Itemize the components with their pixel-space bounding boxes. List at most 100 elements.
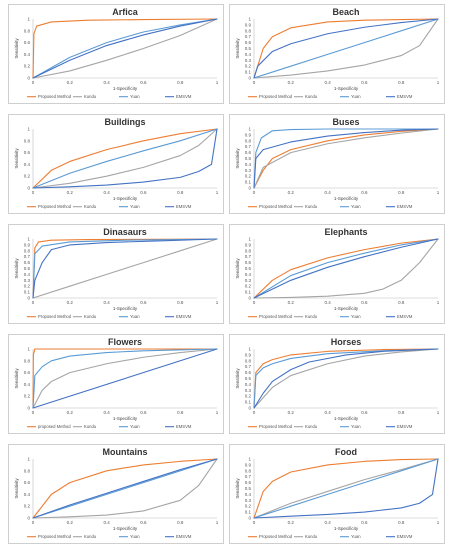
x-tick-label: 0.2 [288, 300, 295, 305]
y-tick-label: 0.4 [245, 272, 252, 277]
x-tick-label: 0.2 [67, 300, 74, 305]
x-tick-label: 1 [437, 300, 440, 305]
y-tick-label: 0 [27, 76, 30, 81]
series-line-kundu [32, 238, 218, 299]
y-tick-label: 0.7 [245, 34, 252, 39]
x-tick-label: 0.6 [361, 520, 368, 525]
y-tick-label: 0.8 [245, 248, 252, 253]
y-tick-label: 0.1 [245, 70, 252, 75]
y-tick-label: 0.9 [24, 242, 31, 247]
legend-label-yuan: Yuan [351, 314, 361, 319]
x-tick-label: 0.6 [140, 300, 147, 305]
y-tick-label: 0.9 [245, 132, 252, 137]
y-tick-label: 0.8 [245, 358, 252, 363]
series-line-emsvm [253, 458, 439, 519]
y-tick-label: 0.4 [24, 162, 31, 167]
legend-label-yuan: Yuan [351, 534, 361, 539]
y-tick-label: 0.7 [245, 144, 252, 149]
y-tick-label: 0.3 [245, 168, 252, 173]
x-tick-label: 0 [32, 190, 35, 195]
x-axis-label: 1-Specificity [113, 416, 138, 421]
y-tick-label: 0 [248, 296, 251, 301]
y-tick-label: 1 [27, 347, 30, 352]
chart-title: Elephants [324, 227, 367, 237]
y-tick-label: 1 [248, 237, 251, 242]
y-tick-label: 0.6 [245, 260, 252, 265]
y-tick-label: 0.8 [245, 468, 252, 473]
x-tick-label: 0.6 [140, 410, 147, 415]
y-tick-label: 1 [248, 347, 251, 352]
y-tick-label: 0.3 [245, 498, 252, 503]
x-tick-label: 0.4 [324, 520, 331, 525]
x-tick-label: 0.6 [361, 300, 368, 305]
roc-svg: Arfica 0 0.2 0.4 0.6 0.8 1 0 0.2 0.4 0.6 0.8 1 1-Spec… [14, 7, 219, 99]
y-tick-label: 0.4 [24, 382, 31, 387]
x-tick-label: 0.8 [177, 190, 184, 195]
y-tick-label: 1 [27, 17, 30, 22]
y-tick-label: 0.6 [245, 150, 252, 155]
chart-title: Beach [332, 7, 359, 17]
series-line-emsvm [253, 18, 439, 79]
x-tick-label: 0.8 [177, 300, 184, 305]
x-tick-label: 1 [216, 410, 219, 415]
y-tick-label: 0.5 [245, 46, 252, 51]
x-tick-label: 0.6 [361, 410, 368, 415]
series-line-proposed [253, 348, 439, 409]
y-tick-label: 0.8 [24, 468, 31, 473]
x-tick-label: 0 [253, 410, 256, 415]
x-tick-label: 0.2 [67, 520, 74, 525]
x-tick-label: 0.4 [103, 520, 110, 525]
y-tick-label: 0.4 [24, 492, 31, 497]
y-tick-label: 0.4 [245, 162, 252, 167]
series-line-yuan [253, 128, 439, 189]
x-tick-label: 1 [216, 300, 219, 305]
y-tick-label: 1 [27, 237, 30, 242]
roc-panel-horses: Horses 0 0.1 0.2 0.3 0.4 0.5 0.6 0.7 0.8 0.9 1 0 0.2 0… [229, 334, 445, 434]
y-axis-label: Sensitivity [14, 258, 19, 279]
x-tick-label: 0.8 [398, 300, 405, 305]
series-line-yuan [253, 458, 439, 519]
roc-panel-flowers: Flowers 0 0.2 0.4 0.6 0.8 1 0 0.2 0.4 0.6 0.8 1 1-Spe… [8, 334, 224, 434]
y-tick-label: 0.7 [245, 364, 252, 369]
series-line-kundu [253, 458, 439, 519]
legend-label-yuan: Yuan [351, 94, 361, 99]
y-tick-label: 0 [248, 186, 251, 191]
legend-label-emsvm: EMSVM [176, 534, 192, 539]
y-tick-label: 1 [27, 457, 30, 462]
x-tick-label: 1 [216, 520, 219, 525]
roc-svg: Buildings 0 0.2 0.4 0.6 0.8 1 0 0.2 0.4 0.6 0.8 1 1-S… [14, 117, 219, 209]
series-line-kundu [253, 238, 439, 299]
y-tick-label: 0.1 [245, 180, 252, 185]
y-tick-label: 0.8 [24, 138, 31, 143]
legend-label-emsvm: EMSVM [397, 424, 413, 429]
legend-label-yuan: Yuan [130, 534, 140, 539]
legend-label-emsvm: EMSVM [397, 94, 413, 99]
series-line-yuan [32, 348, 218, 409]
chart-title: Dinasaurs [103, 227, 147, 237]
series-line-kundu [32, 18, 218, 79]
chart-title: Buses [332, 117, 359, 127]
series-line-kundu [32, 128, 218, 189]
y-tick-label: 0.4 [245, 382, 252, 387]
legend-label-proposed: Proposed Method [259, 204, 293, 209]
x-tick-label: 0 [253, 300, 256, 305]
x-tick-label: 0.4 [103, 410, 110, 415]
chart-title: Horses [331, 337, 362, 347]
series-line-yuan [32, 238, 218, 299]
y-tick-label: 0.6 [24, 370, 31, 375]
roc-panel-buildings: Buildings 0 0.2 0.4 0.6 0.8 1 0 0.2 0.4 0.6 0.8 1 1-S… [8, 114, 224, 214]
x-tick-label: 1 [437, 520, 440, 525]
x-tick-label: 0.8 [177, 520, 184, 525]
y-axis-label: Sensitivity [235, 368, 240, 389]
y-tick-label: 0.2 [245, 174, 252, 179]
series-line-proposed [253, 18, 439, 79]
y-tick-label: 0.3 [245, 388, 252, 393]
x-tick-label: 0.8 [398, 520, 405, 525]
x-tick-label: 0.8 [398, 80, 405, 85]
series-line-emsvm [253, 238, 439, 299]
x-tick-label: 0.6 [140, 520, 147, 525]
x-tick-label: 0.6 [140, 80, 147, 85]
y-axis-label: Sensitivity [14, 368, 19, 389]
x-axis-label: 1-Specificity [334, 86, 359, 91]
